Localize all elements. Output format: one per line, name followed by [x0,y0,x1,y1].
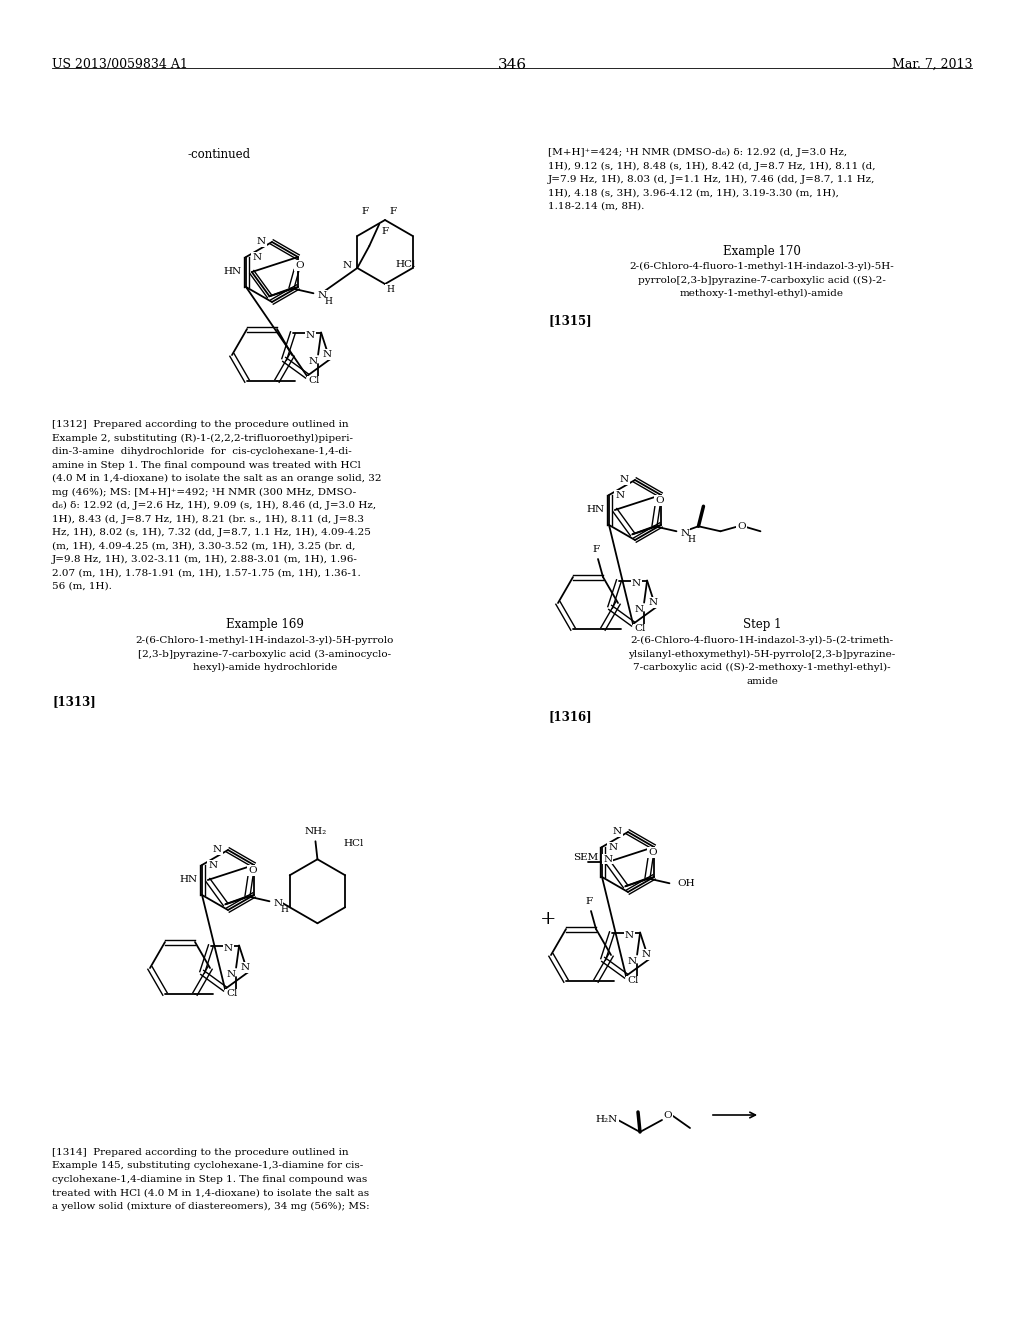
Text: N: N [608,842,617,851]
Text: F: F [361,207,369,216]
Text: amide: amide [746,676,778,685]
Text: N: N [641,950,650,958]
Text: N: N [632,579,641,589]
Text: N: N [257,238,266,247]
Text: N: N [308,356,317,366]
Text: Cl: Cl [226,990,238,998]
Text: (m, 1H), 4.09-4.25 (m, 3H), 3.30-3.52 (m, 1H), 3.25 (br. d,: (m, 1H), 4.09-4.25 (m, 3H), 3.30-3.52 (m… [52,541,355,550]
Text: 7-carboxylic acid ((S)-2-methoxy-1-methyl-ethyl)-: 7-carboxylic acid ((S)-2-methoxy-1-methy… [633,663,891,672]
Text: O: O [664,1111,673,1121]
Text: N: N [342,260,351,269]
Text: [1313]: [1313] [52,696,96,708]
Text: NH₂: NH₂ [304,826,327,836]
Text: N: N [224,944,233,953]
Text: Example 145, substituting cyclohexane-1,3-diamine for cis-: Example 145, substituting cyclohexane-1,… [52,1162,364,1171]
Text: mg (46%); MS: [M+H]⁺=492; ¹H NMR (300 MHz, DMSO-: mg (46%); MS: [M+H]⁺=492; ¹H NMR (300 MH… [52,487,356,496]
Text: O: O [248,866,257,875]
Text: Example 170: Example 170 [723,246,801,257]
Text: N: N [323,350,332,359]
Text: cyclohexane-1,4-diamine in Step 1. The final compound was: cyclohexane-1,4-diamine in Step 1. The f… [52,1175,368,1184]
Text: N: N [613,828,622,837]
Text: amine in Step 1. The final compound was treated with HCl: amine in Step 1. The final compound was … [52,461,360,470]
Text: N: N [635,605,644,614]
Text: HCl: HCl [343,840,364,849]
Text: +: + [540,909,556,928]
Text: F: F [390,207,397,216]
Text: [2,3-b]pyrazine-7-carboxylic acid (3-aminocyclo-: [2,3-b]pyrazine-7-carboxylic acid (3-ami… [138,649,391,659]
Text: F: F [593,545,600,553]
Text: O: O [737,521,745,531]
Text: O: O [295,261,304,269]
Text: (4.0 M in 1,4-dioxane) to isolate the salt as an orange solid, 32: (4.0 M in 1,4-dioxane) to isolate the sa… [52,474,382,483]
Text: [1316]: [1316] [548,710,592,723]
Text: Hz, 1H), 8.02 (s, 1H), 7.32 (dd, J=8.7, 1.1 Hz, 1H), 4.09-4.25: Hz, 1H), 8.02 (s, 1H), 7.32 (dd, J=8.7, … [52,528,371,537]
Text: methoxy-1-methyl-ethyl)-amide: methoxy-1-methyl-ethyl)-amide [680,289,844,298]
Text: 1.18-2.14 (m, 8H).: 1.18-2.14 (m, 8H). [548,202,644,211]
Text: [M+H]⁺=424; ¹H NMR (DMSO-d₆) δ: 12.92 (d, J=3.0 Hz,: [M+H]⁺=424; ¹H NMR (DMSO-d₆) δ: 12.92 (d… [548,148,847,157]
Text: [1312]  Prepared according to the procedure outlined in: [1312] Prepared according to the procedu… [52,420,348,429]
Text: O: O [655,496,664,504]
Text: HN: HN [587,506,605,515]
Text: d₆) δ: 12.92 (d, J=2.6 Hz, 1H), 9.09 (s, 1H), 8.46 (d, J=3.0 Hz,: d₆) δ: 12.92 (d, J=2.6 Hz, 1H), 9.09 (s,… [52,502,376,510]
Text: 2-(6-Chloro-1-methyl-1H-indazol-3-yl)-5H-pyrrolo: 2-(6-Chloro-1-methyl-1H-indazol-3-yl)-5H… [136,636,394,645]
Text: -continued: -continued [188,148,251,161]
Text: HN: HN [223,268,242,276]
Text: F: F [382,227,389,236]
Text: 1H), 4.18 (s, 3H), 3.96-4.12 (m, 1H), 3.19-3.30 (m, 1H),: 1H), 4.18 (s, 3H), 3.96-4.12 (m, 1H), 3.… [548,189,839,198]
Text: hexyl)-amide hydrochloride: hexyl)-amide hydrochloride [193,663,337,672]
Text: N: N [226,970,236,978]
Text: N: N [306,331,315,341]
Text: N: N [208,861,217,870]
Text: 2-(6-Chloro-4-fluoro-1-methyl-1H-indazol-3-yl)-5H-: 2-(6-Chloro-4-fluoro-1-methyl-1H-indazol… [630,261,894,271]
Text: N: N [628,957,637,966]
Text: OH: OH [678,879,695,888]
Text: H: H [687,536,695,544]
Text: din-3-amine  dihydrochloride  for  cis-cyclohexane-1,4-di-: din-3-amine dihydrochloride for cis-cycl… [52,447,352,455]
Text: J=9.8 Hz, 1H), 3.02-3.11 (m, 1H), 2.88-3.01 (m, 1H), 1.96-: J=9.8 Hz, 1H), 3.02-3.11 (m, 1H), 2.88-3… [52,554,357,564]
Text: J=7.9 Hz, 1H), 8.03 (d, J=1.1 Hz, 1H), 7.46 (dd, J=8.7, 1.1 Hz,: J=7.9 Hz, 1H), 8.03 (d, J=1.1 Hz, 1H), 7… [548,176,876,183]
Text: Step 1: Step 1 [742,618,781,631]
Text: 1H), 8.43 (d, J=8.7 Hz, 1H), 8.21 (br. s., 1H), 8.11 (d, J=8.3: 1H), 8.43 (d, J=8.7 Hz, 1H), 8.21 (br. s… [52,515,364,524]
Text: H: H [281,906,289,915]
Text: N: N [625,931,634,940]
Text: Mar. 7, 2013: Mar. 7, 2013 [892,58,972,71]
Text: HN: HN [179,875,198,884]
Text: Cl: Cl [634,624,645,634]
Text: [1314]  Prepared according to the procedure outlined in: [1314] Prepared according to the procedu… [52,1148,348,1158]
Text: a yellow solid (mixture of diastereomers), 34 mg (56%); MS:: a yellow solid (mixture of diastereomers… [52,1203,370,1212]
Text: N: N [252,252,261,261]
Text: N: N [620,475,629,484]
Text: Cl: Cl [308,376,319,385]
Text: N: N [317,290,327,300]
Text: pyrrolo[2,3-b]pyrazine-7-carboxylic acid ((S)-2-: pyrrolo[2,3-b]pyrazine-7-carboxylic acid… [638,276,886,285]
Text: N: N [273,899,283,908]
Text: N: N [603,854,612,863]
Text: N: N [615,491,625,499]
Text: 2.07 (m, 1H), 1.78-1.91 (m, 1H), 1.57-1.75 (m, 1H), 1.36-1.: 2.07 (m, 1H), 1.78-1.91 (m, 1H), 1.57-1.… [52,569,360,578]
Text: treated with HCl (4.0 M in 1,4-dioxane) to isolate the salt as: treated with HCl (4.0 M in 1,4-dioxane) … [52,1188,369,1197]
Text: F: F [586,896,593,906]
Text: 1H), 9.12 (s, 1H), 8.48 (s, 1H), 8.42 (d, J=8.7 Hz, 1H), 8.11 (d,: 1H), 9.12 (s, 1H), 8.48 (s, 1H), 8.42 (d… [548,161,876,170]
Text: Example 169: Example 169 [226,618,304,631]
Text: US 2013/0059834 A1: US 2013/0059834 A1 [52,58,187,71]
Text: N: N [681,529,689,537]
Text: [1315]: [1315] [548,314,592,327]
Text: Cl: Cl [627,977,638,986]
Text: 2-(6-Chloro-4-fluoro-1H-indazol-3-yl)-5-(2-trimeth-: 2-(6-Chloro-4-fluoro-1H-indazol-3-yl)-5-… [631,636,894,645]
Text: H₂N: H₂N [596,1115,618,1125]
Text: O: O [648,847,656,857]
Text: N: N [241,962,250,972]
Text: HCl: HCl [395,260,416,269]
Text: H: H [386,285,394,293]
Text: Example 2, substituting (R)-1-(2,2,2-trifluoroethyl)piperi-: Example 2, substituting (R)-1-(2,2,2-tri… [52,433,353,442]
Text: 346: 346 [498,58,526,73]
Text: N: N [213,846,222,854]
Text: 56 (m, 1H).: 56 (m, 1H). [52,582,112,591]
Text: N: N [648,598,657,607]
Text: ylsilanyl-ethoxymethyl)-5H-pyrrolo[2,3-b]pyrazine-: ylsilanyl-ethoxymethyl)-5H-pyrrolo[2,3-b… [629,649,896,659]
Text: H: H [325,297,333,306]
Text: SEM: SEM [572,853,598,862]
